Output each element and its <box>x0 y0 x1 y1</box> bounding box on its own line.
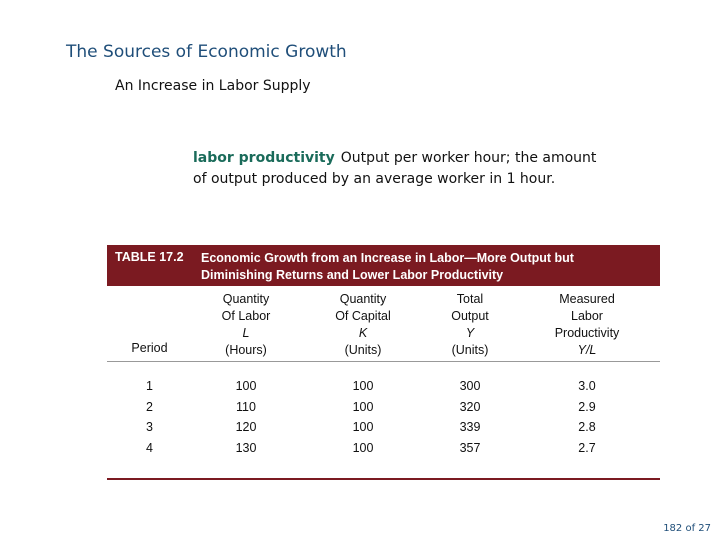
col-header-variable: K <box>358 326 368 340</box>
definition-block: labor productivity Output per worker hour… <box>193 148 613 190</box>
slide-subtitle: An Increase in Labor Supply <box>115 78 311 94</box>
definition-term: labor productivity <box>193 150 335 166</box>
table-cell: 2 <box>146 400 153 414</box>
col-header-unit: (Hours) <box>225 343 267 357</box>
table-cell: 110 <box>236 400 256 414</box>
slide-title: The Sources of Economic Growth <box>66 42 347 62</box>
col-header-line: Labor <box>571 309 603 323</box>
table-cell: 120 <box>235 420 257 434</box>
table-cell: 4 <box>146 441 153 455</box>
col-header-variable: L <box>242 326 250 340</box>
col-header-unit: (Units) <box>344 343 382 357</box>
definition-text: Output per worker hour; the amount of ou… <box>193 150 597 187</box>
col-header-period: Period <box>112 340 187 357</box>
table-cell: 1 <box>146 379 153 393</box>
table-cell: 2.9 <box>578 400 596 414</box>
table-number: TABLE 17.2 <box>115 250 184 264</box>
col-header-labor: Quantity Of Labor L (Hours) <box>206 291 286 359</box>
table-caption: TABLE 17.2 Economic Growth from an Incre… <box>107 245 660 286</box>
table-cell: 130 <box>235 441 257 455</box>
page-number: 182 of 27 <box>663 523 711 534</box>
col-header-productivity: Measured Labor Productivity Y/L <box>537 291 637 359</box>
col-header-line: Total <box>456 292 484 306</box>
col-header-line: Productivity <box>554 326 620 340</box>
table-cell: 100 <box>352 420 374 434</box>
col-header-unit: (Units) <box>451 343 489 357</box>
col-header-line: Measured <box>559 292 615 306</box>
col-header-variable: Y <box>465 326 475 340</box>
col-header-line: Quantity <box>339 292 387 306</box>
table-cell: 2.8 <box>578 420 596 434</box>
table-cell: 3 <box>146 420 153 434</box>
col-header-line: Quantity <box>222 292 270 306</box>
col-header-line: Of Labor <box>221 309 271 323</box>
table-cell: 320 <box>459 400 481 414</box>
col-header-line: Output <box>451 309 489 323</box>
col-header-line: Of Capital <box>335 309 391 323</box>
header-divider <box>107 361 660 362</box>
table-cell: 100 <box>352 379 374 393</box>
table-cell: 357 <box>459 441 481 455</box>
table-bottom-rule <box>107 478 660 480</box>
table-cell: 100 <box>352 400 374 414</box>
table-cell: 2.7 <box>578 441 596 455</box>
table-title: Economic Growth from an Increase in Labo… <box>201 251 574 282</box>
table-cell: 339 <box>459 420 481 434</box>
col-header-variable: Y/L <box>577 343 597 357</box>
col-header-line: Period <box>131 341 168 355</box>
table-cell: 100 <box>235 379 257 393</box>
table-cell: 300 <box>459 379 481 393</box>
table-cell: 3.0 <box>578 379 596 393</box>
col-header-capital: Quantity Of Capital K (Units) <box>318 291 408 359</box>
table-cell: 100 <box>352 441 374 455</box>
col-header-output: Total Output Y (Units) <box>430 291 510 359</box>
